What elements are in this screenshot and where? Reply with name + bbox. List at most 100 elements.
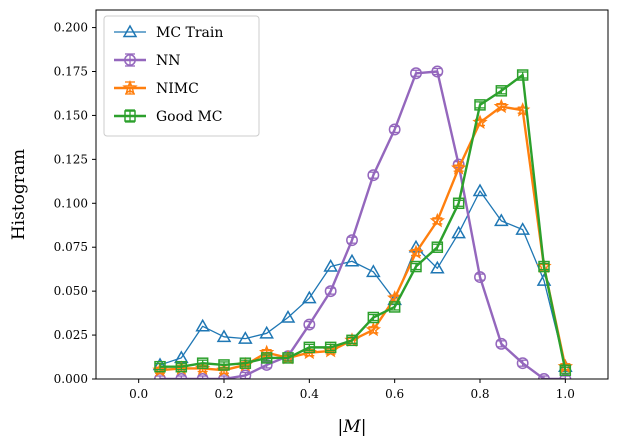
data-point <box>451 225 466 239</box>
error-bar <box>325 287 336 295</box>
data-point <box>324 341 337 354</box>
data-point <box>238 331 253 344</box>
error-bar <box>517 71 528 79</box>
data-point <box>239 357 252 369</box>
data-point <box>431 65 444 78</box>
plot-frame <box>95 9 609 380</box>
data-point <box>218 359 230 371</box>
error-bar <box>197 359 208 367</box>
data-point <box>366 264 381 278</box>
data-point <box>303 318 316 331</box>
data-point <box>196 357 209 369</box>
data-point <box>430 260 445 274</box>
data-point <box>559 364 572 376</box>
x-tick-label: 0.2 <box>214 387 233 401</box>
legend-label: MC Train <box>156 25 223 41</box>
error-bar <box>304 320 315 329</box>
error-bar <box>304 343 315 352</box>
error-bar <box>496 87 507 95</box>
data-point <box>346 234 358 247</box>
legend-entry: MC Train <box>114 24 223 41</box>
data-point <box>472 183 488 197</box>
data-point <box>239 369 252 379</box>
series-line <box>160 70 566 379</box>
data-point <box>451 160 467 175</box>
error-bar <box>368 171 379 179</box>
error-bar <box>389 125 400 134</box>
error-bar <box>453 199 464 207</box>
series-mc-train <box>152 183 573 372</box>
data-point <box>344 253 360 267</box>
data-point <box>195 318 210 332</box>
legend-entry: Good MC <box>114 109 223 125</box>
legend-marker <box>122 24 138 38</box>
data-point <box>410 260 422 273</box>
data-point <box>388 301 401 313</box>
data-point <box>280 309 296 323</box>
error-bar <box>219 361 229 369</box>
y-tick-label: 0.150 <box>54 108 88 122</box>
series-nn <box>154 65 572 379</box>
data-point <box>260 352 273 364</box>
data-point <box>408 244 424 260</box>
data-point <box>365 321 381 337</box>
data-point <box>303 341 316 354</box>
error-bar <box>475 101 485 109</box>
series-good-mc <box>154 69 572 376</box>
y-tick-label: 0.000 <box>54 372 88 386</box>
error-bar <box>261 354 272 362</box>
x-axis-label: |M| <box>338 417 367 437</box>
data-point <box>493 98 509 114</box>
data-point <box>388 123 401 136</box>
data-point <box>452 197 465 210</box>
y-tick-label: 0.025 <box>54 328 88 342</box>
data-point <box>516 69 529 81</box>
data-point <box>538 260 550 273</box>
y-tick-label: 0.050 <box>54 284 88 298</box>
data-point <box>474 271 486 284</box>
data-point <box>282 352 294 364</box>
y-tick-label: 0.175 <box>54 65 88 79</box>
data-point <box>259 325 274 339</box>
series-line <box>160 73 567 371</box>
error-bar <box>389 303 400 311</box>
error-bar <box>240 359 251 367</box>
y-tick-label: 0.200 <box>54 21 88 35</box>
error-bar <box>347 236 357 244</box>
legend-label: Good MC <box>156 109 223 125</box>
data-point <box>410 67 422 80</box>
error-bar <box>368 313 379 322</box>
data-point <box>323 259 338 272</box>
data-point <box>324 285 337 298</box>
error-bar <box>325 343 336 352</box>
legend-marker <box>122 79 138 95</box>
data-point <box>495 337 508 350</box>
legend-marker <box>124 110 136 122</box>
legend: MC Train NN NIMC Good MC <box>103 15 260 137</box>
error-bar <box>432 243 443 251</box>
x-tick-label: 1.0 <box>556 387 575 401</box>
error-bar <box>560 366 571 374</box>
error-bar <box>539 262 549 271</box>
error-bar <box>155 363 165 371</box>
legend-label: NIMC <box>156 81 199 97</box>
data-point <box>154 360 166 373</box>
legend-box <box>103 15 260 137</box>
y-tick-label: 0.125 <box>54 152 88 166</box>
data-point <box>474 99 486 111</box>
y-tick-label: 0.100 <box>54 196 88 210</box>
data-point <box>367 169 380 182</box>
plot-layer <box>152 65 573 379</box>
error-bar <box>283 354 293 362</box>
data-point <box>175 360 188 373</box>
data-point <box>515 222 530 235</box>
y-axis-label: Histogram <box>9 149 29 240</box>
legend-marker <box>124 54 136 66</box>
data-point <box>494 213 509 227</box>
legend-entry: NN <box>114 53 181 69</box>
axes-layer: 0.0 0.2 0.4 0.6 0.8 1.0 0.000 0.025 0.050 0.075 0.… <box>9 9 609 437</box>
error-bar <box>347 336 357 344</box>
y-tick-label: 0.075 <box>54 240 88 254</box>
data-point <box>367 311 380 324</box>
